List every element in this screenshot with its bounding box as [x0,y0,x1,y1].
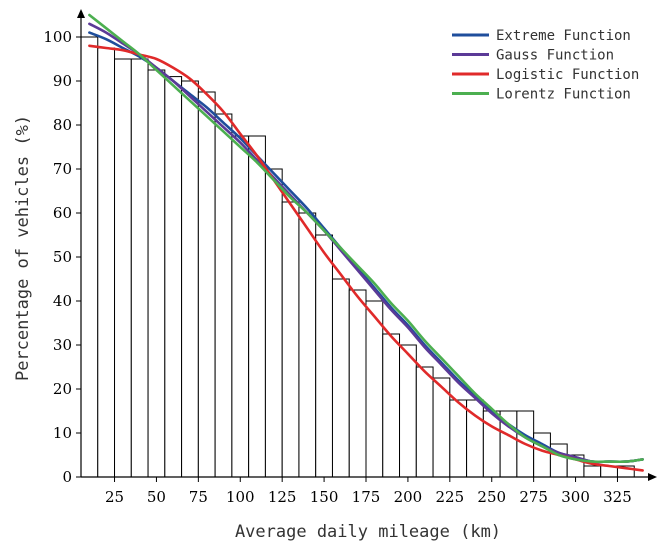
bar-40 [130,58,149,478]
y-tick-label-70: 70 [53,160,72,178]
y-tick-label-60: 60 [53,204,72,222]
bars-layer [80,36,635,478]
x-axis-title: Average daily mileage (km) [235,522,501,542]
series-logistic-function-line [88,44,644,472]
series-lorentz-function-line [88,13,644,464]
x-tick-label-225: 225 [436,488,465,506]
bar-50 [147,69,166,478]
y-tick-label-30: 30 [53,336,72,354]
x-axis-arrow [648,473,657,481]
bar-250 [482,410,501,478]
bar-10 [80,36,99,478]
legend: Extreme Function Gauss Function Logistic F… [452,28,639,103]
y-tick-label-40: 40 [53,292,72,310]
ticks-layer: 25 50 75 100 125 150 175 200 225 250 275 300 325 0 10 2… [43,28,631,506]
bar-110 [248,135,266,478]
bar-120 [264,168,283,478]
bar-140 [298,212,317,478]
x-tick-label-50: 50 [147,488,166,506]
bar-70 [181,80,199,478]
y-tick-label-100: 100 [43,28,72,46]
y-axis-arrow [77,9,85,18]
x-tick-label-300: 300 [561,488,590,506]
x-tick-label-100: 100 [226,488,255,506]
y-tick-label-0: 0 [62,468,72,486]
x-tick-label-25: 25 [105,488,124,506]
x-tick-label-200: 200 [394,488,423,506]
x-tick-label-75: 75 [189,488,208,506]
bar-180 [365,300,384,478]
x-tick-label-325: 325 [603,488,632,506]
y-axis-title: Percentage of vehicles (%) [13,115,33,381]
legend-label-logistic-function: Logistic Function [496,67,639,83]
y-tick-label-10: 10 [53,424,72,442]
curves-layer [88,13,644,472]
x-tick-label-175: 175 [352,488,381,506]
bar-80 [197,91,216,478]
bar-230 [449,399,468,478]
x-tick-label-250: 250 [477,488,506,506]
y-tick-label-90: 90 [53,72,72,90]
y-tick-label-80: 80 [53,116,72,134]
y-tick-label-50: 50 [53,248,72,266]
bar-210 [415,366,434,478]
bar-30 [114,58,132,478]
bar-130 [281,201,300,478]
legend-label-extreme-function: Extreme Function [496,28,631,44]
bar-90 [214,113,233,478]
bar-170 [348,289,367,478]
bar-20 [97,47,116,478]
x-tick-label-275: 275 [519,488,548,506]
x-tick-label-125: 125 [268,488,297,506]
legend-label-gauss-function: Gauss Function [496,48,614,64]
x-tick-label-150: 150 [310,488,339,506]
bar-60 [164,76,183,478]
bar-100 [231,135,250,478]
y-tick-label-20: 20 [53,380,72,398]
bar-190 [382,333,401,478]
bar-150 [315,234,333,478]
bar-310 [583,465,602,478]
bar-200 [399,344,417,478]
legend-label-lorentz-function: Lorentz Function [496,87,631,103]
bar-160 [331,278,350,478]
